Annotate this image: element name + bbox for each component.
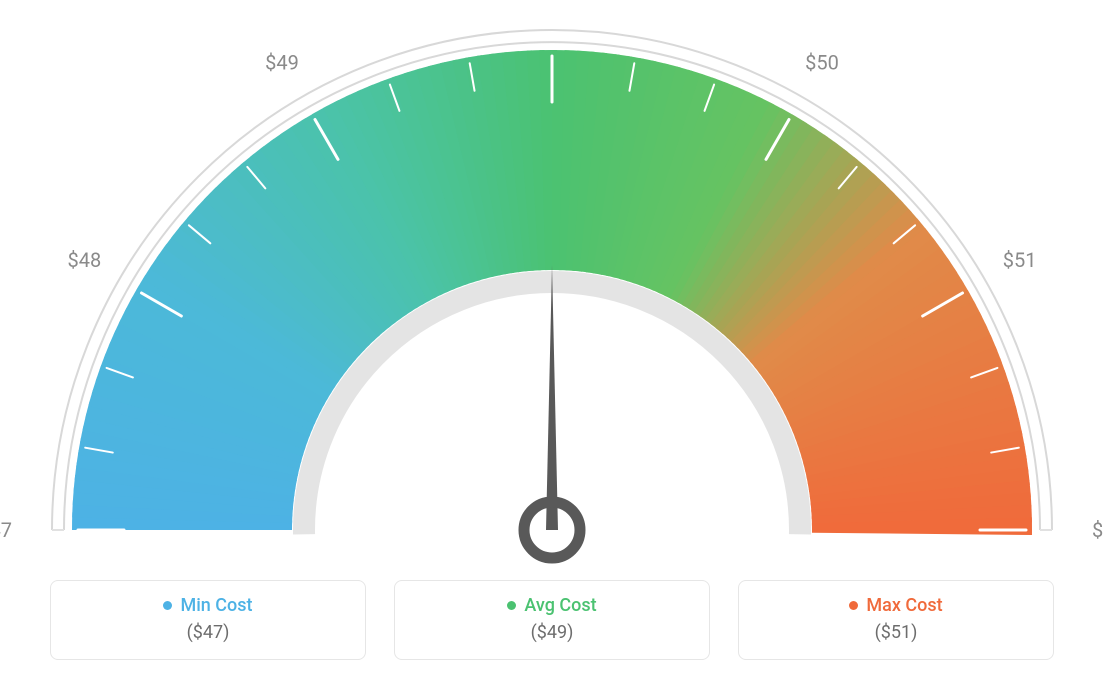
legend-card: Min Cost ($47) [50,580,366,660]
legend-card: Max Cost ($51) [738,580,1054,660]
gauge-tick-label: $47 [0,518,12,542]
legend-title: Avg Cost [507,595,596,616]
gauge-tick-label: $49 [535,0,569,2]
legend-dot-icon [507,601,516,610]
legend-title: Max Cost [849,595,942,616]
gauge-tick-label: $50 [805,50,839,74]
gauge-tick-label: $51 [1003,248,1037,272]
legend-label: Avg Cost [524,595,596,616]
legend-dot-icon [163,601,172,610]
gauge-needle [546,265,558,530]
legend-value: ($49) [413,622,691,643]
gauge-svg: $47 $48 $49 $49 $50 $51 $51 [0,0,1104,570]
legend-dot-icon [849,601,858,610]
legend-title: Min Cost [163,595,252,616]
legend-row: Min Cost ($47) Avg Cost ($49) Max Cost ($51) [50,580,1054,660]
legend-value: ($47) [69,622,347,643]
gauge-tick-label: $48 [67,248,101,272]
legend-value: ($51) [757,622,1035,643]
legend-label: Max Cost [866,595,942,616]
gauge-tick-label: $49 [265,50,299,74]
legend-card: Avg Cost ($49) [394,580,710,660]
legend-label: Min Cost [180,595,252,616]
gauge-chart: $47 $48 $49 $49 $50 $51 $51 [0,0,1104,560]
gauge-tick-label: $51 [1092,518,1104,542]
